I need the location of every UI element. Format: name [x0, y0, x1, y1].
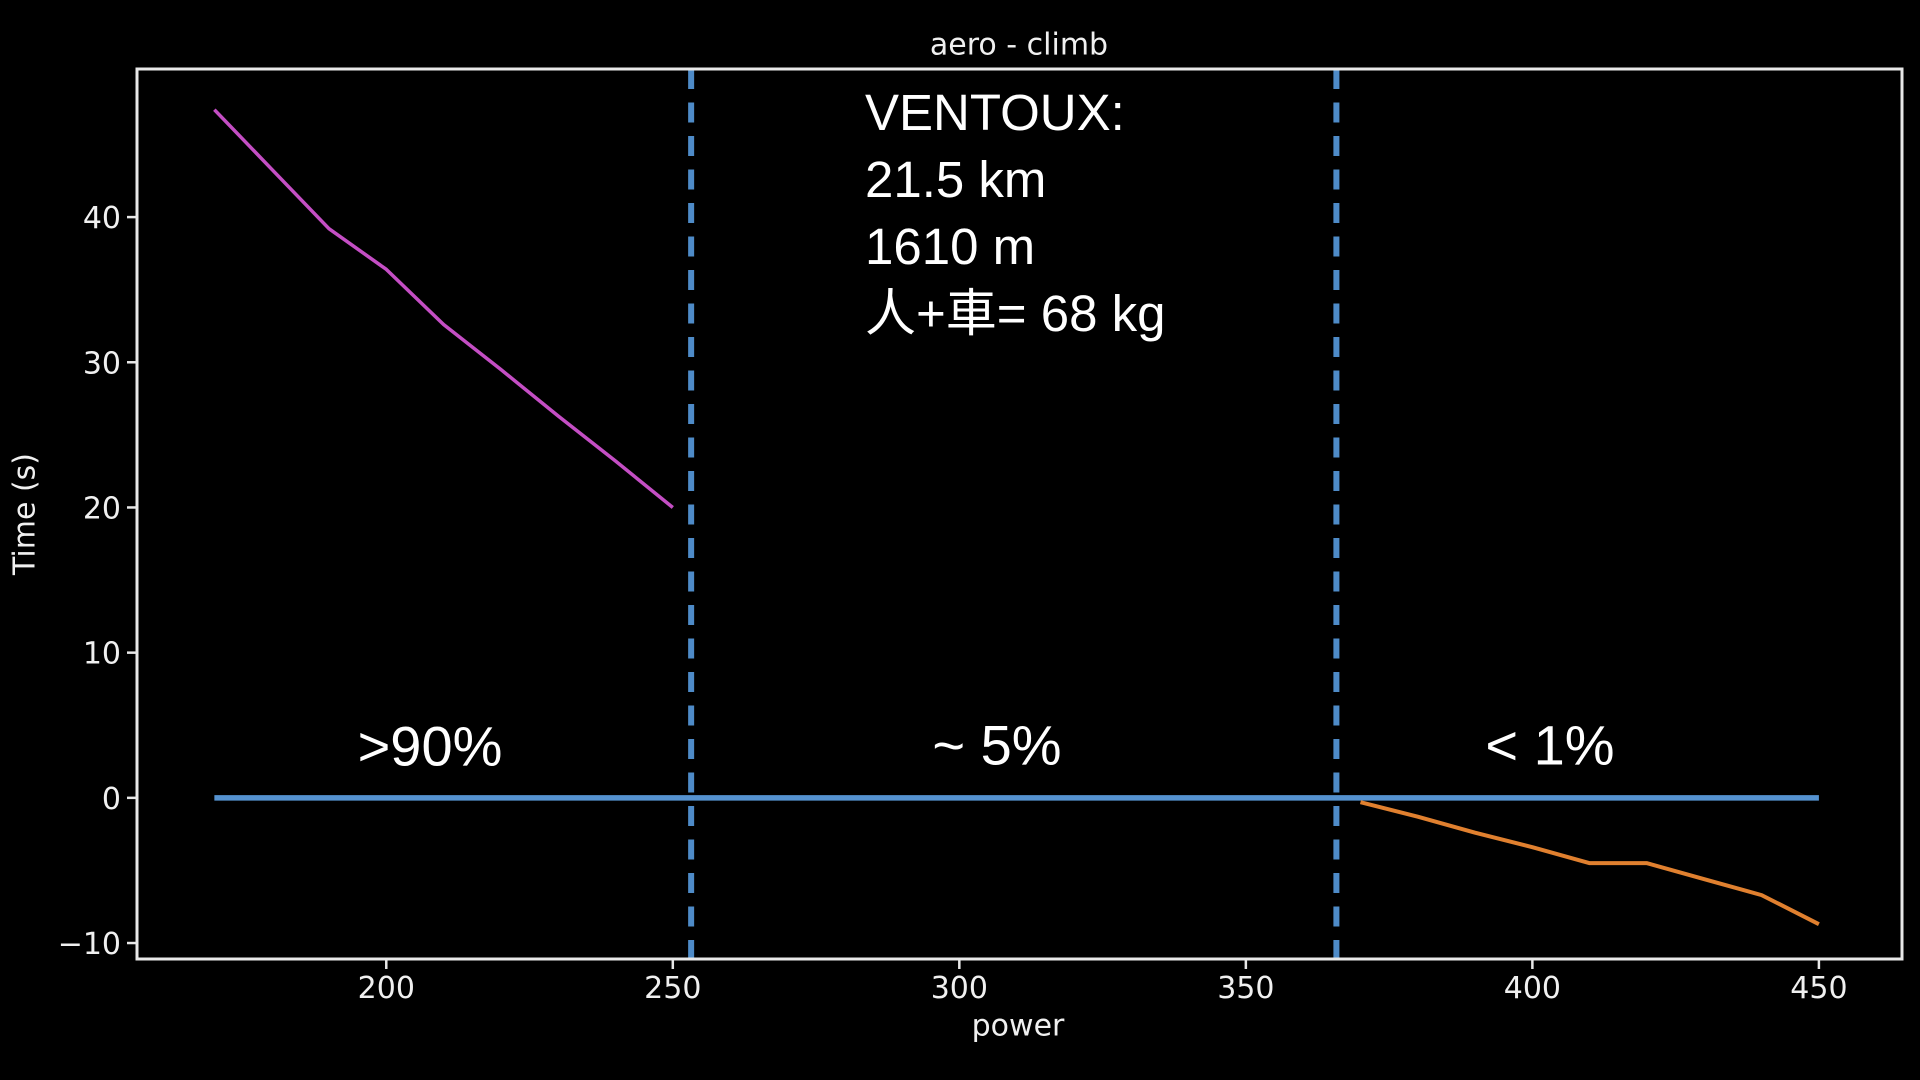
y-axis-ticks: −10 0 10 20 30 40 [58, 201, 137, 962]
x-tick-label: 400 [1504, 971, 1561, 1006]
annotation-line-weight: 人+車= 68 kg [865, 285, 1166, 342]
x-tick-label: 350 [1217, 971, 1274, 1006]
axes-spines [135, 67, 1904, 961]
x-tick-label: 250 [644, 971, 701, 1006]
y-tick-label: −10 [58, 927, 121, 962]
x-axis-label: power [971, 1008, 1065, 1044]
ventoux-annotation: VENTOUX: 21.5 km 1610 m 人+車= 68 kg [865, 79, 1166, 347]
annotation-line-title: VENTOUX: [865, 84, 1125, 141]
y-tick-label: 40 [83, 201, 121, 236]
y-axis-label: Time (s) [7, 453, 43, 575]
threshold-lines [688, 69, 1340, 959]
annotation-line-distance: 21.5 km [865, 151, 1047, 208]
x-tick-label: 450 [1790, 971, 1847, 1006]
zone-label-mid-share: ~ 5% [932, 713, 1062, 777]
x-axis-ticks: 200 250 300 350 400 450 [358, 959, 1848, 1006]
series-aero-line [213, 108, 674, 509]
x-tick-label: 200 [358, 971, 415, 1006]
y-tick-label: 0 [102, 782, 121, 817]
y-tick-label: 20 [83, 491, 121, 526]
y-tick-label: 30 [83, 346, 121, 381]
chart-title: aero - climb [929, 27, 1109, 63]
x-tick-label: 300 [931, 971, 988, 1006]
zone-label-aero-share: < 1% [1485, 713, 1615, 777]
annotation-line-elevation: 1610 m [865, 218, 1036, 275]
zone-label-climb-share: >90% [357, 714, 503, 778]
series-climb-line [1359, 800, 1820, 926]
y-tick-label: 10 [83, 637, 121, 672]
